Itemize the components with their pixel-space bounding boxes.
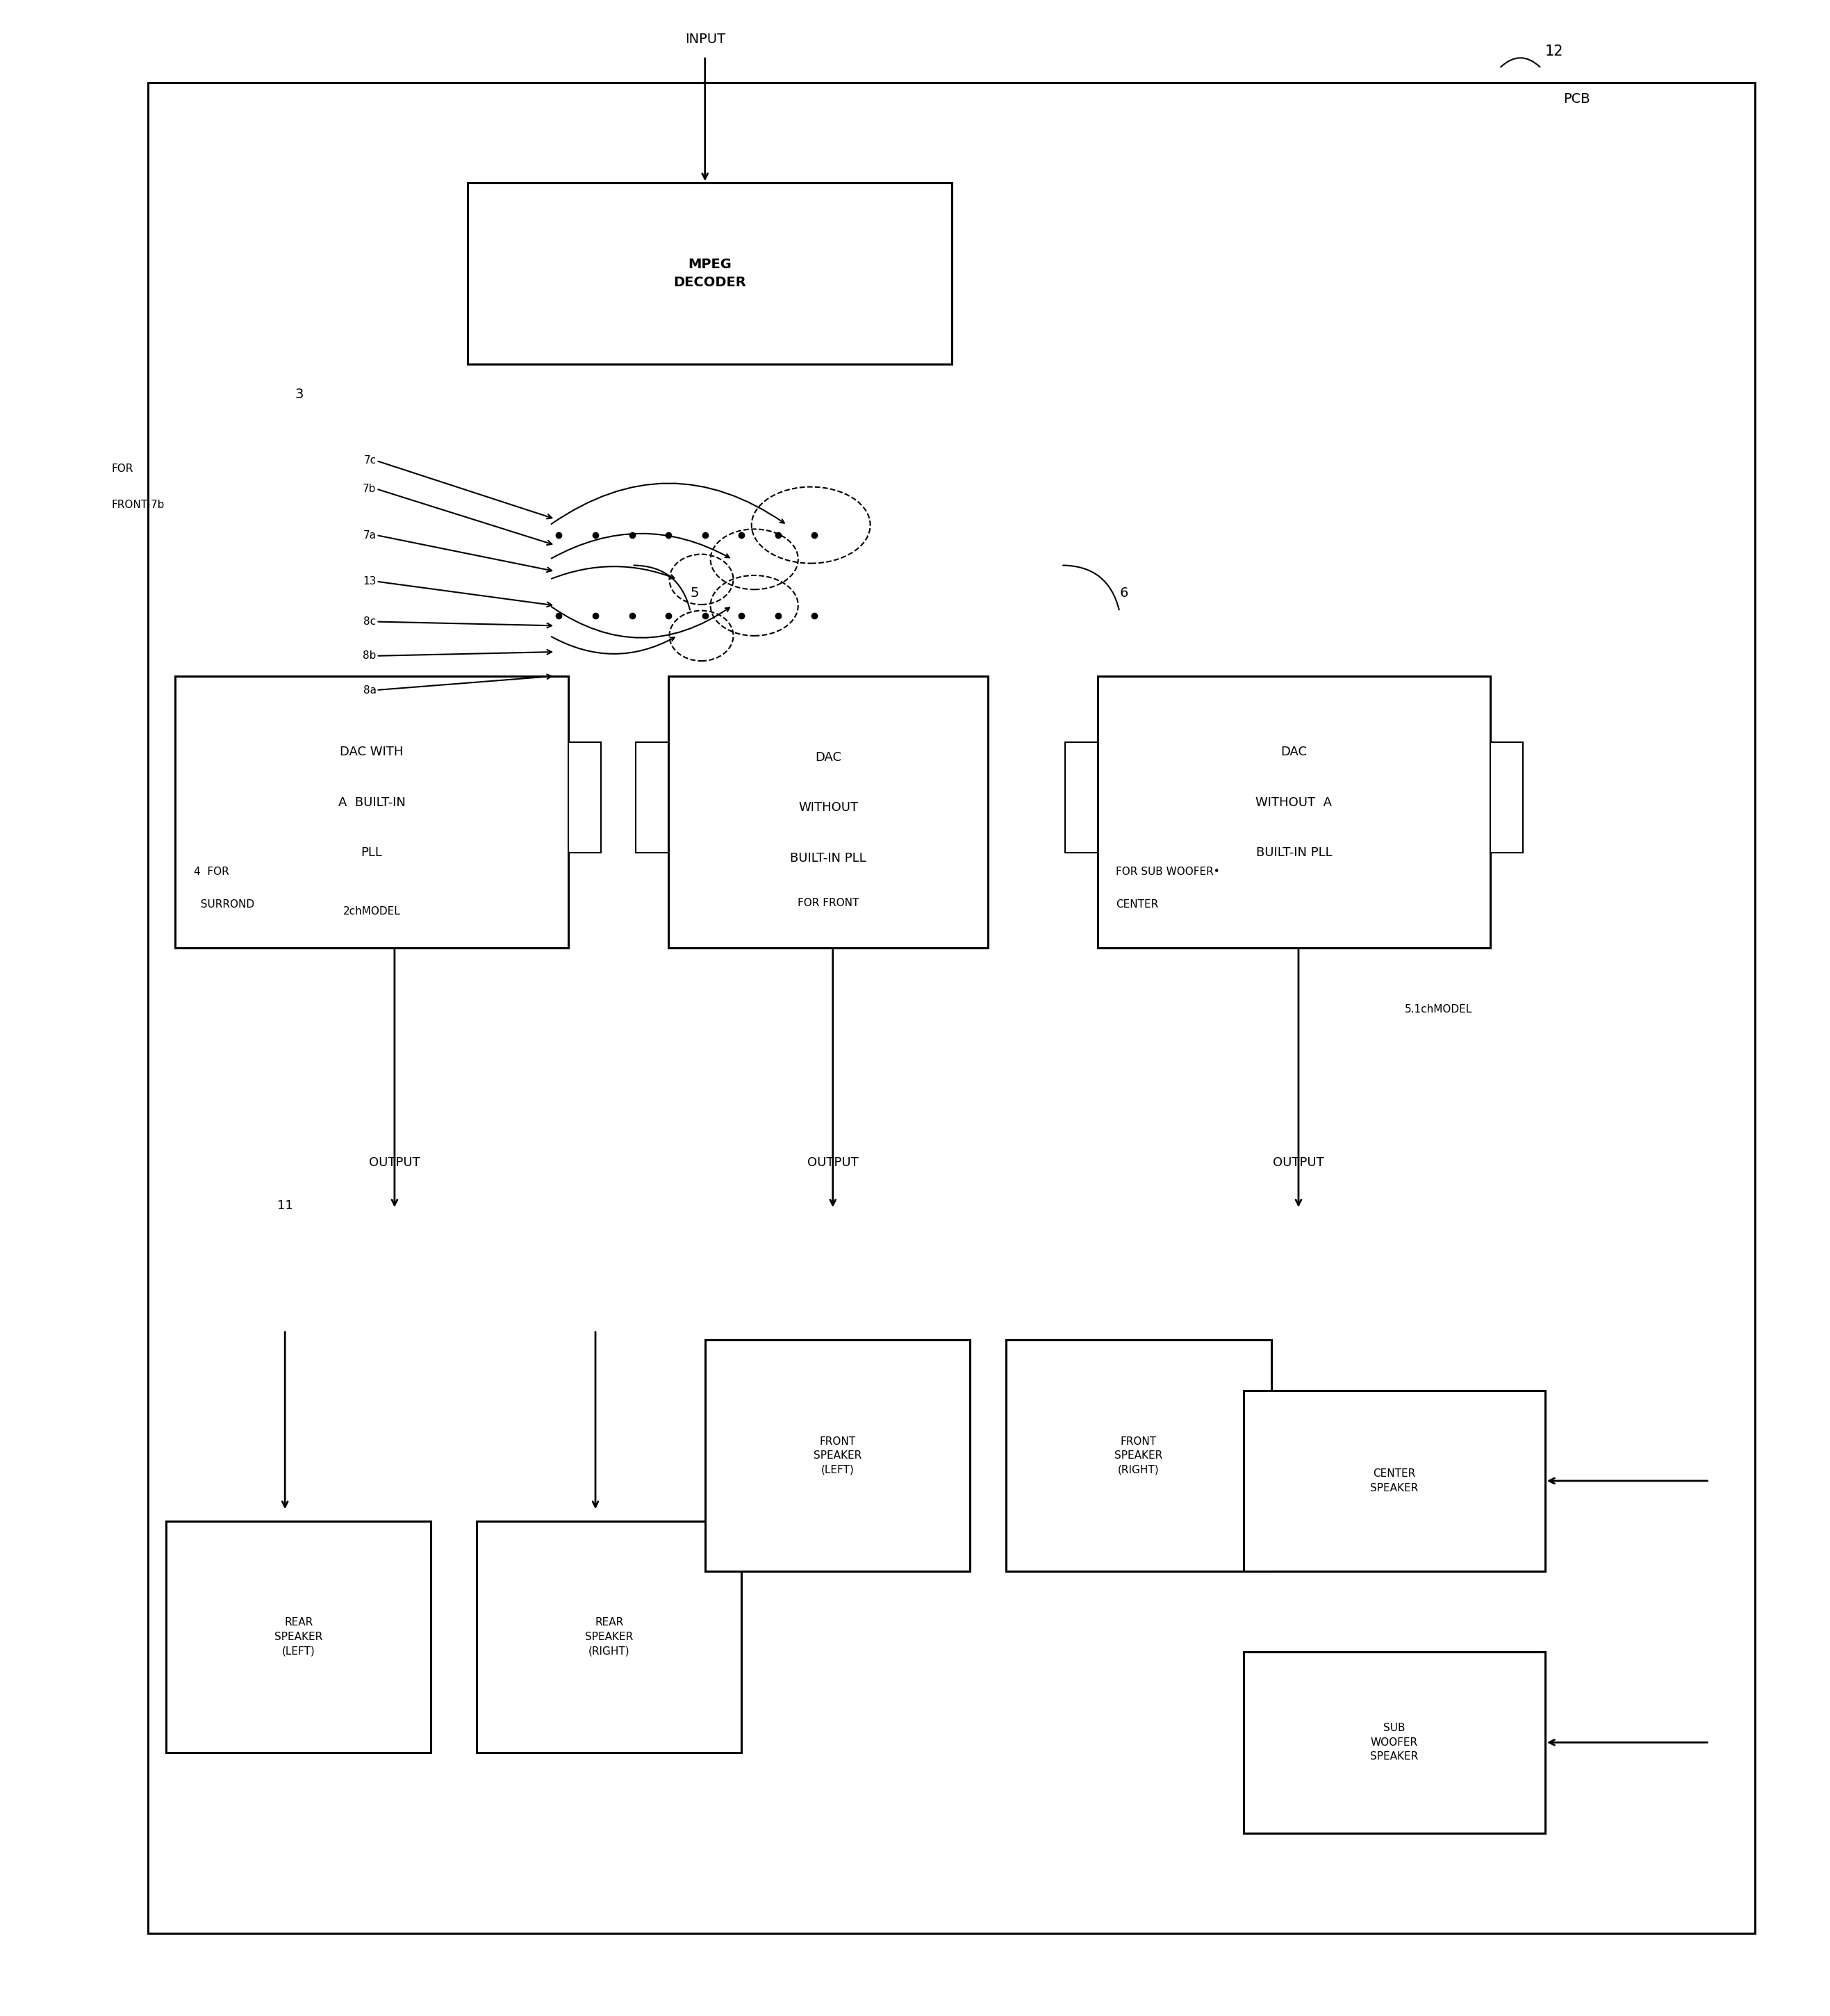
Text: FOR FRONT: FOR FRONT [798,899,858,909]
Text: 8c: 8c [364,617,377,627]
Bar [176,675,567,948]
Text: SUB
WOOFER
SPEAKER: SUB WOOFER SPEAKER [1371,1724,1418,1762]
Text: CENTER: CENTER [1116,899,1158,909]
Text: OUTPUT: OUTPUT [370,1157,421,1169]
Text: PLL: PLL [361,847,382,859]
Text: 3: 3 [295,387,304,401]
Bar [157,194,1153,1169]
Text: DAC WITH: DAC WITH [340,746,403,758]
Text: OUTPUT: OUTPUT [1274,1157,1325,1169]
Text: 2chMODEL: 2chMODEL [342,907,401,917]
Text: FRONT⋅7b: FRONT⋅7b [112,500,165,510]
Bar [1244,1651,1545,1833]
Text: 4  FOR: 4 FOR [194,867,229,877]
Text: BUILT-IN PLL: BUILT-IN PLL [1255,847,1332,859]
Bar [167,204,650,1159]
Text: WITHOUT: WITHOUT [798,802,858,814]
Text: FRONT
SPEAKER
(RIGHT): FRONT SPEAKER (RIGHT) [1114,1435,1162,1476]
Text: 7b: 7b [362,484,377,494]
Text: REAR
SPEAKER
(LEFT): REAR SPEAKER (LEFT) [274,1617,322,1657]
Bar [1490,742,1523,853]
Text: OUTPUT: OUTPUT [807,1157,858,1169]
Bar [635,742,668,853]
Text: CENTER
SPEAKER: CENTER SPEAKER [1371,1468,1418,1494]
Text: BUILT-IN PLL: BUILT-IN PLL [791,853,866,865]
Text: DAC: DAC [814,752,842,764]
Text: A  BUILT-IN: A BUILT-IN [339,796,406,808]
Text: INPUT: INPUT [684,32,725,46]
Text: 6: 6 [1120,587,1127,599]
Bar [567,742,600,853]
Bar [1244,1391,1545,1570]
Text: REAR
SPEAKER
(RIGHT): REAR SPEAKER (RIGHT) [586,1617,633,1657]
Text: 8a: 8a [362,685,377,696]
Text: 5.1chMODEL: 5.1chMODEL [1404,1004,1471,1014]
Text: MPEG
DECODER: MPEG DECODER [673,258,747,290]
Text: 8b: 8b [362,651,377,661]
Text: 7c: 7c [364,456,377,466]
Bar [1098,675,1490,948]
Bar [705,1341,970,1570]
Bar [148,83,1755,1933]
Text: 7a: 7a [362,530,377,540]
Bar [1006,1341,1272,1570]
Text: SURROND: SURROND [194,899,254,909]
Text: 5: 5 [690,587,699,599]
Text: 13: 13 [362,577,377,587]
Text: 12: 12 [1545,44,1563,58]
Text: FOR SUB WOOFER•: FOR SUB WOOFER• [1116,867,1221,877]
Text: FOR: FOR [112,464,134,474]
Text: PCB: PCB [1563,93,1590,105]
Bar [668,675,988,948]
Bar [468,183,952,365]
Bar [478,1522,741,1752]
Text: 11: 11 [276,1200,293,1212]
Text: DAC: DAC [1281,746,1307,758]
Bar [1065,742,1098,853]
Text: WITHOUT  A: WITHOUT A [1255,796,1332,808]
Bar [167,1522,432,1752]
Text: FRONT
SPEAKER
(LEFT): FRONT SPEAKER (LEFT) [813,1435,862,1476]
